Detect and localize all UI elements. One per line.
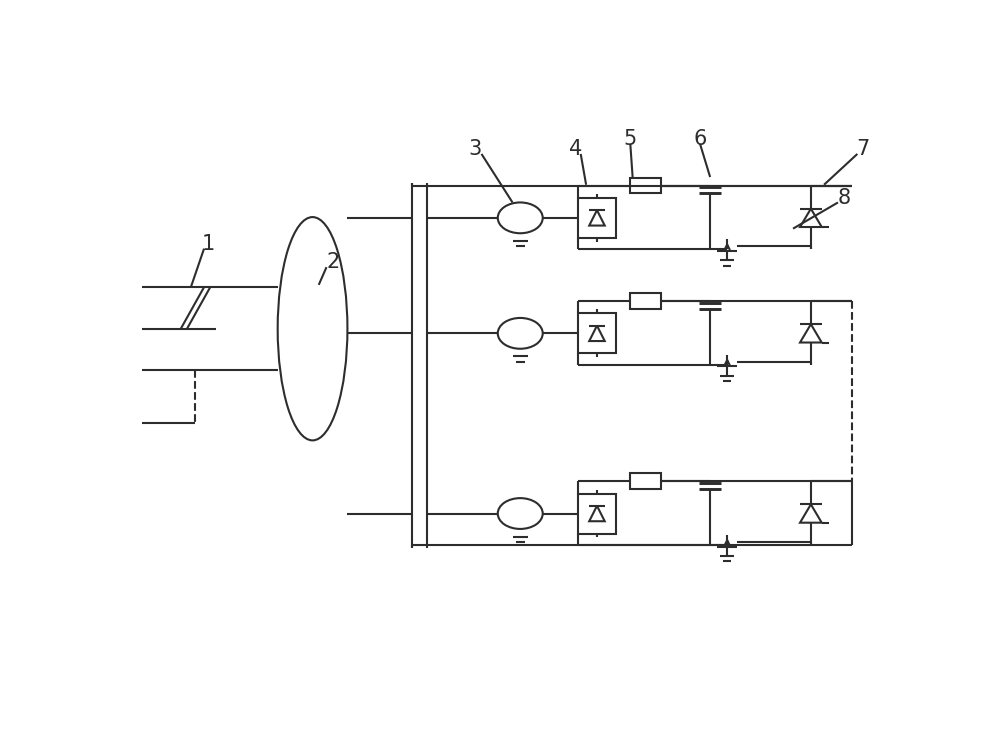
Text: 2: 2 (326, 251, 339, 272)
Bar (578, 493, 616, 534)
Text: 4: 4 (569, 139, 583, 159)
Bar (578, 198, 616, 238)
Bar (578, 314, 616, 353)
Text: 6: 6 (693, 129, 707, 148)
Text: 1: 1 (202, 234, 215, 254)
Bar (630, 293, 661, 308)
Text: 8: 8 (838, 188, 851, 208)
Text: 5: 5 (624, 129, 637, 148)
Text: 7: 7 (856, 139, 869, 159)
Bar (630, 474, 661, 489)
Bar (630, 178, 661, 193)
Text: 3: 3 (469, 139, 482, 159)
